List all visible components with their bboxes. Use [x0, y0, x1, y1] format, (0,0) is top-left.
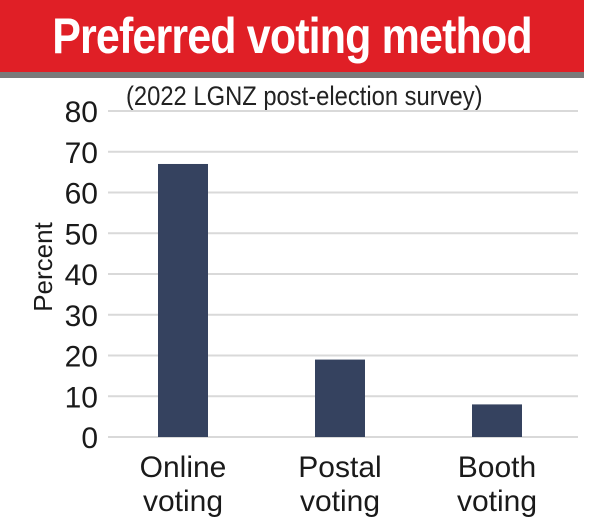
category-label: voting: [300, 485, 380, 518]
category-label: Postal: [298, 451, 381, 484]
category-label: Online: [140, 451, 227, 484]
y-tick-label: 30: [65, 300, 98, 333]
title-banner-shadow: [0, 72, 584, 78]
bar: [315, 359, 365, 437]
y-tick-label: 50: [65, 218, 98, 251]
y-tick-label: 70: [65, 137, 98, 170]
category-label: voting: [457, 485, 537, 518]
title-banner: [0, 0, 584, 72]
category-label: voting: [143, 485, 223, 518]
y-axis-title: Percent: [28, 221, 58, 311]
y-tick-labels: 0 10 20 30 40 50 60 70 80: [65, 96, 98, 455]
y-tick-label: 10: [65, 381, 98, 414]
y-tick-label: 80: [65, 96, 98, 129]
chart-subtitle: (2022 LGNZ post-election survey): [126, 81, 483, 111]
bar: [158, 163, 208, 437]
bars: [158, 163, 522, 437]
y-tick-label: 0: [81, 422, 98, 455]
y-tick-label: 60: [65, 178, 98, 211]
y-tick-label: 20: [65, 341, 98, 374]
category-label: Booth: [458, 451, 536, 484]
y-tick-label: 40: [65, 259, 98, 292]
chart-title: Preferred voting method: [52, 8, 532, 64]
bar: [472, 404, 522, 437]
